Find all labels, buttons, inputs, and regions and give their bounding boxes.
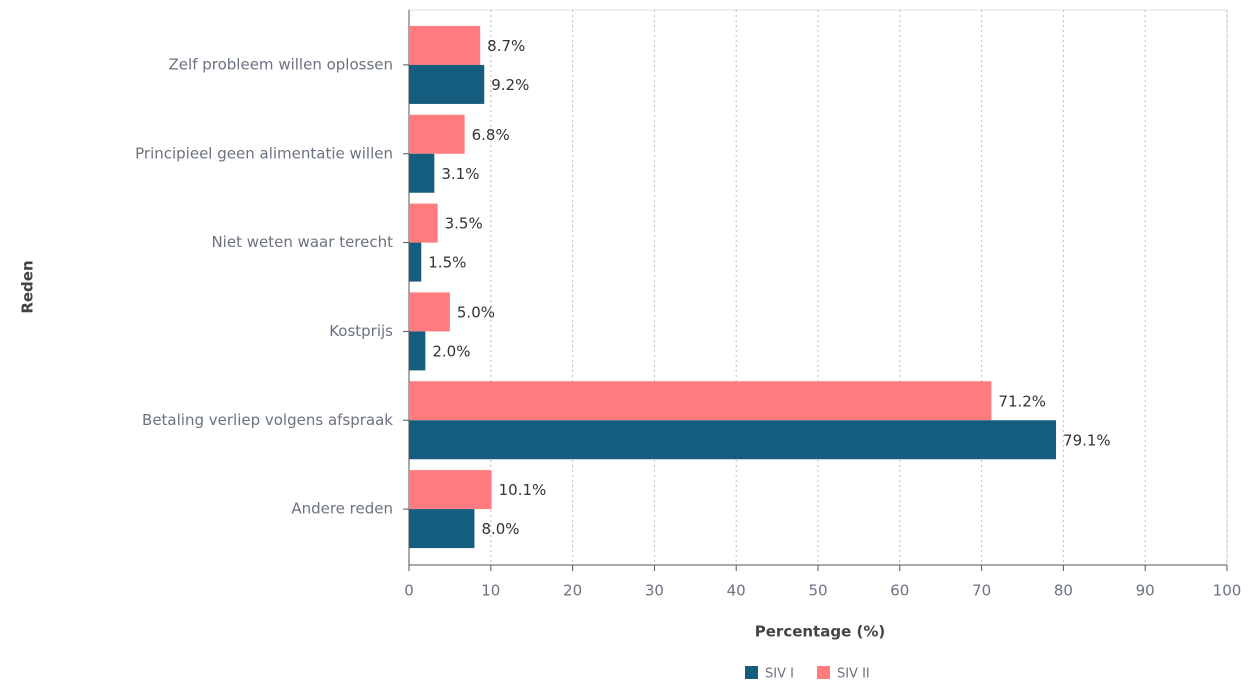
x-tick-label: 0 [404, 582, 414, 600]
x-tick-label: 40 [727, 582, 746, 600]
legend-swatch [816, 666, 830, 679]
y-axis-title: Reden [19, 260, 37, 313]
y-tick-label: Kostprijs [329, 322, 393, 340]
value-label: 1.5% [428, 254, 466, 272]
y-tick-label: Zelf probleem willen oplossen [169, 55, 393, 73]
bar [409, 470, 492, 510]
bar [409, 509, 475, 549]
bar [409, 331, 426, 371]
x-tick-label: 70 [972, 582, 991, 600]
bar [409, 64, 485, 104]
value-label: 5.0% [457, 303, 495, 321]
legend-swatch [745, 666, 758, 679]
legend-label: SIV I [765, 667, 794, 682]
x-tick-label: 100 [1213, 582, 1242, 600]
bar [409, 25, 481, 65]
x-tick-label: 10 [481, 582, 500, 600]
legend-label: SIV II [837, 667, 870, 682]
value-label: 71.2% [998, 392, 1046, 410]
bar [409, 203, 438, 243]
x-tick-label: 60 [890, 582, 909, 600]
value-label: 3.1% [441, 165, 479, 183]
value-label: 10.1% [499, 481, 547, 499]
y-tick-label: Betaling verliep volgens afspraak [142, 411, 393, 429]
x-tick-label: 90 [1136, 582, 1155, 600]
bar [409, 420, 1057, 460]
x-tick-label: 20 [563, 582, 582, 600]
value-label: 8.0% [481, 520, 519, 538]
value-label: 79.1% [1063, 431, 1111, 449]
bar [409, 292, 450, 332]
bar [409, 153, 435, 193]
bar [409, 114, 465, 154]
y-tick-label: Niet weten waar terecht [211, 233, 393, 251]
value-label: 9.2% [491, 76, 529, 94]
x-tick-label: 30 [645, 582, 664, 600]
bar [409, 242, 422, 282]
x-axis-title: Percentage (%) [755, 623, 885, 641]
value-label: 8.7% [487, 37, 525, 55]
x-tick-label: 80 [1054, 582, 1073, 600]
value-label: 3.5% [445, 215, 483, 233]
y-tick-label: Principieel geen alimentatie willen [135, 144, 393, 162]
value-label: 6.8% [472, 126, 510, 144]
bar [409, 381, 992, 421]
y-tick-label: Andere reden [291, 500, 393, 518]
value-label: 2.0% [432, 342, 470, 360]
x-tick-label: 50 [808, 582, 827, 600]
